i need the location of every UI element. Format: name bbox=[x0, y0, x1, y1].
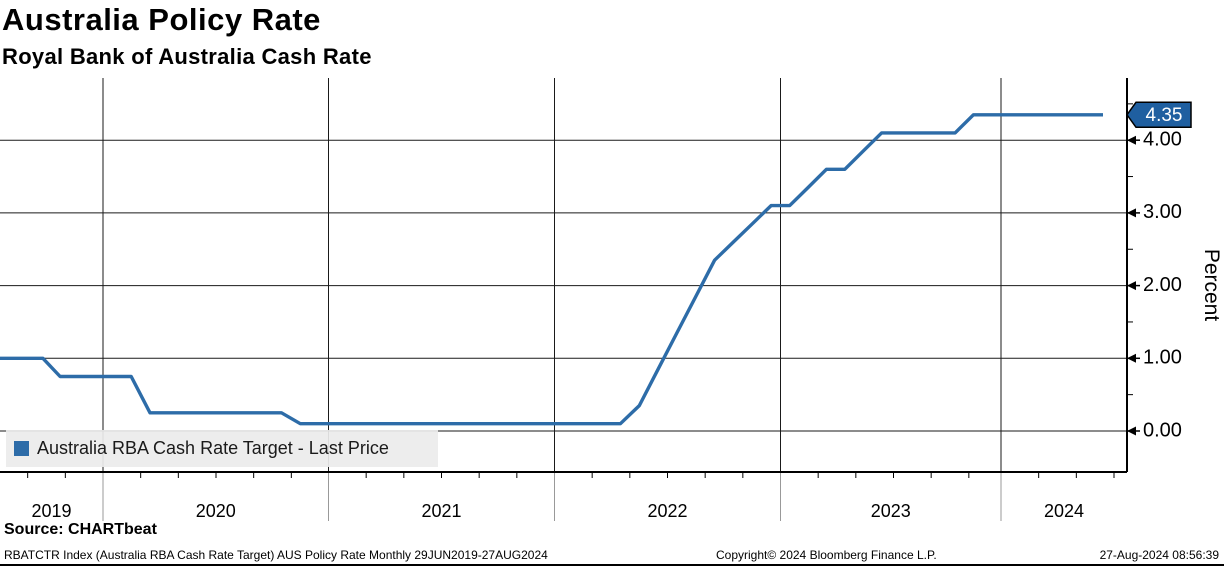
security-description: RBATCTR Index (Australia RBA Cash Rate T… bbox=[4, 548, 548, 562]
last-price-label: 4.35 bbox=[1146, 105, 1183, 126]
x-tick-label: 2022 bbox=[647, 501, 687, 521]
y-tick-label: 2.00 bbox=[1143, 274, 1182, 296]
y-tick-label: 0.00 bbox=[1143, 419, 1182, 441]
x-tick-label: 2024 bbox=[1044, 501, 1084, 521]
y-tick-label: 4.00 bbox=[1143, 128, 1182, 150]
bottom-divider bbox=[0, 564, 1224, 566]
y-tick-arrow-icon bbox=[1127, 135, 1136, 145]
y-axis-title: Percent bbox=[1200, 249, 1223, 322]
y-tick-arrow-icon bbox=[1127, 208, 1136, 218]
last-price-callout bbox=[1126, 101, 1192, 129]
rate-line bbox=[0, 113, 1103, 426]
y-tick-label: 1.00 bbox=[1143, 347, 1182, 369]
legend-series-label: Australia RBA Cash Rate Target - Last Pr… bbox=[37, 438, 389, 458]
y-tick-arrow-icon bbox=[1127, 281, 1136, 291]
timestamp-text: 27-Aug-2024 08:56:39 bbox=[1099, 548, 1219, 562]
x-tick-label: 2020 bbox=[196, 501, 236, 521]
y-tick-arrow-icon bbox=[1127, 353, 1136, 363]
page-title: Australia Policy Rate bbox=[2, 2, 321, 37]
x-tick-label: 2019 bbox=[31, 501, 71, 521]
legend: Australia RBA Cash Rate Target - Last Pr… bbox=[6, 430, 438, 467]
copyright-text: Copyright© 2024 Bloomberg Finance L.P. bbox=[716, 548, 937, 562]
x-tick-label: 2021 bbox=[421, 501, 461, 521]
x-tick-label: 2023 bbox=[871, 501, 911, 521]
page-subtitle: Royal Bank of Australia Cash Rate bbox=[2, 44, 372, 69]
legend-series-marker-icon bbox=[14, 441, 29, 456]
source-text: Source: CHARTbeat bbox=[4, 521, 157, 538]
y-tick-arrow-icon bbox=[1127, 426, 1136, 436]
y-tick-label: 3.00 bbox=[1143, 201, 1182, 223]
